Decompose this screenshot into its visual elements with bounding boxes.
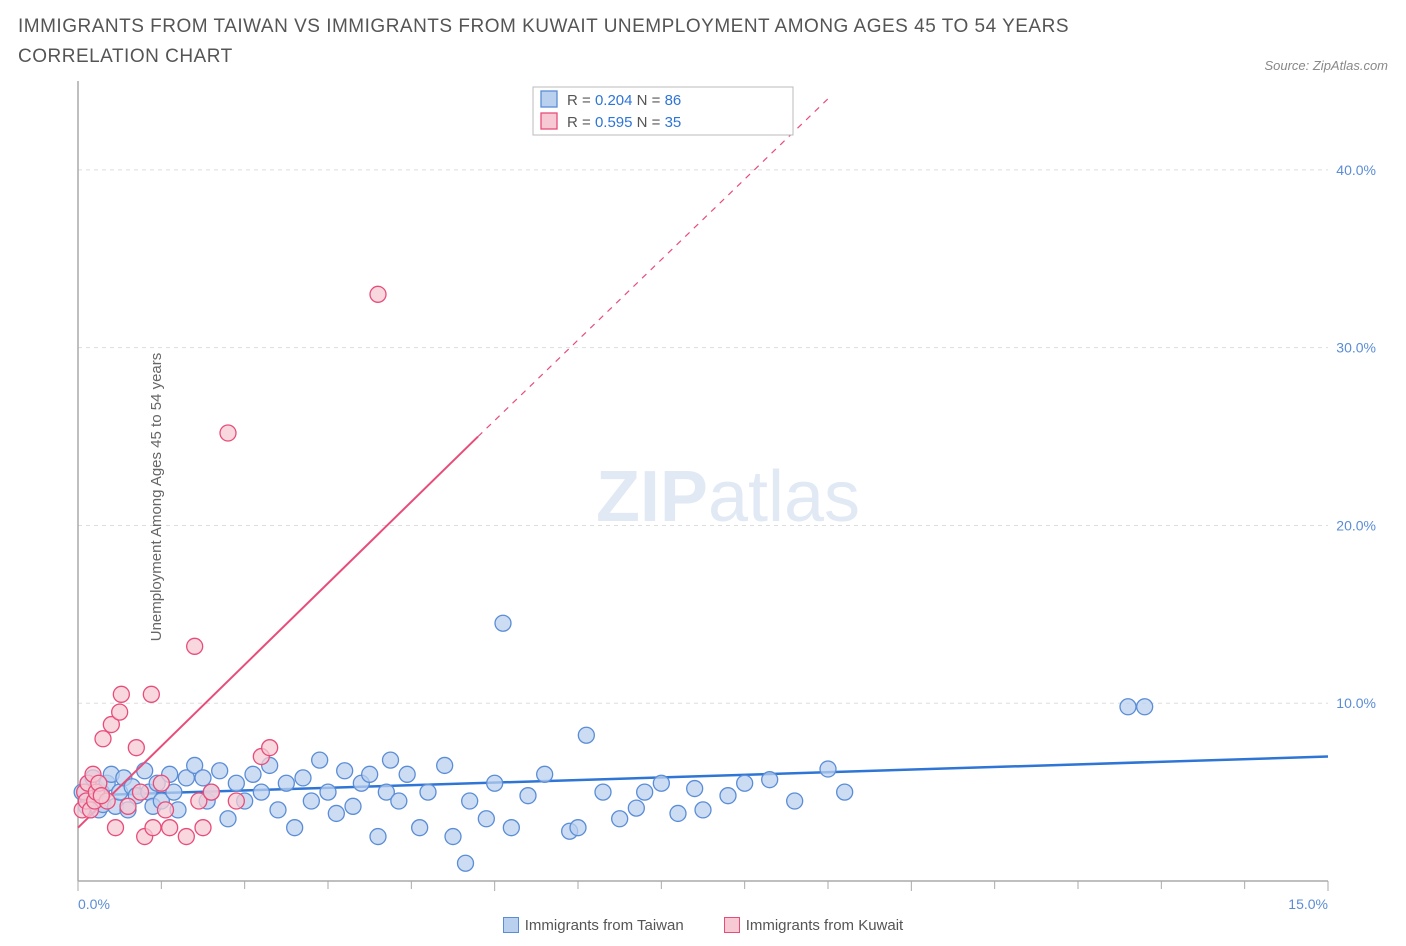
data-point bbox=[520, 787, 536, 803]
data-point bbox=[178, 828, 194, 844]
data-point bbox=[195, 770, 211, 786]
data-point bbox=[637, 784, 653, 800]
data-point bbox=[437, 757, 453, 773]
data-point bbox=[220, 811, 236, 827]
data-point bbox=[503, 819, 519, 835]
data-point bbox=[153, 775, 169, 791]
legend-swatch bbox=[503, 917, 519, 933]
data-point bbox=[612, 811, 628, 827]
y-axis-label: Unemployment Among Ages 45 to 54 years bbox=[148, 353, 165, 642]
data-point bbox=[628, 800, 644, 816]
data-point bbox=[478, 811, 494, 827]
data-point bbox=[458, 855, 474, 871]
scatter-chart: ZIPatlas 0.0% 15.0% 10.0% 20.0% 30.0% 40.0% R =… bbox=[18, 81, 1388, 913]
data-point bbox=[1120, 699, 1136, 715]
data-point bbox=[820, 761, 836, 777]
data-point bbox=[262, 739, 278, 755]
svg-text:R = 0.595 N = 35: R = 0.595 N = 35 bbox=[567, 114, 681, 131]
legend-item: Immigrants from Kuwait bbox=[724, 917, 904, 934]
data-point bbox=[162, 819, 178, 835]
data-point bbox=[337, 763, 353, 779]
data-point bbox=[687, 780, 703, 796]
trend-line bbox=[78, 436, 478, 827]
svg-text:30.0%: 30.0% bbox=[1336, 339, 1376, 355]
data-point bbox=[195, 819, 211, 835]
data-point bbox=[570, 819, 586, 835]
data-point bbox=[370, 286, 386, 302]
svg-text:20.0%: 20.0% bbox=[1336, 517, 1376, 533]
data-point bbox=[370, 828, 386, 844]
data-point bbox=[270, 802, 286, 818]
legend-swatch bbox=[724, 917, 740, 933]
data-point bbox=[653, 775, 669, 791]
data-point bbox=[228, 793, 244, 809]
data-point bbox=[328, 805, 344, 821]
data-point bbox=[670, 805, 686, 821]
data-point bbox=[362, 766, 378, 782]
source-label: Source: ZipAtlas.com bbox=[1264, 58, 1388, 73]
data-point bbox=[420, 784, 436, 800]
data-point bbox=[391, 793, 407, 809]
data-point bbox=[145, 819, 161, 835]
data-point bbox=[220, 425, 236, 441]
data-point bbox=[595, 784, 611, 800]
data-point bbox=[113, 686, 129, 702]
data-point bbox=[537, 766, 553, 782]
data-point bbox=[158, 802, 174, 818]
data-point bbox=[487, 775, 503, 791]
data-point bbox=[278, 775, 294, 791]
svg-text:15.0%: 15.0% bbox=[1288, 896, 1328, 912]
data-point bbox=[137, 763, 153, 779]
svg-text:ZIPatlas: ZIPatlas bbox=[596, 457, 860, 537]
data-point bbox=[762, 771, 778, 787]
data-point bbox=[303, 793, 319, 809]
svg-text:10.0%: 10.0% bbox=[1336, 695, 1376, 711]
data-point bbox=[287, 819, 303, 835]
data-point bbox=[695, 802, 711, 818]
data-point bbox=[133, 784, 149, 800]
data-point bbox=[1137, 699, 1153, 715]
data-point bbox=[203, 784, 219, 800]
data-point bbox=[253, 784, 269, 800]
svg-text:0.0%: 0.0% bbox=[78, 896, 110, 912]
data-point bbox=[720, 787, 736, 803]
bottom-legend: Immigrants from Taiwan Immigrants from Ku… bbox=[18, 917, 1388, 934]
legend-label: Immigrants from Taiwan bbox=[525, 917, 684, 934]
data-point bbox=[95, 731, 111, 747]
data-point bbox=[295, 770, 311, 786]
data-point bbox=[187, 638, 203, 654]
data-point bbox=[212, 763, 228, 779]
data-point bbox=[383, 752, 399, 768]
data-point bbox=[245, 766, 261, 782]
data-point bbox=[578, 727, 594, 743]
svg-text:R = 0.204 N = 86: R = 0.204 N = 86 bbox=[567, 92, 681, 109]
data-point bbox=[345, 798, 361, 814]
data-point bbox=[787, 793, 803, 809]
data-point bbox=[312, 752, 328, 768]
data-point bbox=[108, 819, 124, 835]
data-point bbox=[445, 828, 461, 844]
data-point bbox=[112, 704, 128, 720]
data-point bbox=[93, 787, 109, 803]
chart-container: Unemployment Among Ages 45 to 54 years Z… bbox=[18, 81, 1388, 913]
legend-label: Immigrants from Kuwait bbox=[746, 917, 904, 934]
data-point bbox=[143, 686, 159, 702]
data-point bbox=[737, 775, 753, 791]
data-point bbox=[495, 615, 511, 631]
chart-title: IMMIGRANTS FROM TAIWAN VS IMMIGRANTS FRO… bbox=[18, 12, 1118, 73]
data-point bbox=[120, 798, 136, 814]
trend-line-dash bbox=[478, 99, 828, 437]
data-point bbox=[128, 739, 144, 755]
data-point bbox=[412, 819, 428, 835]
data-point bbox=[462, 793, 478, 809]
data-point bbox=[228, 775, 244, 791]
legend-item: Immigrants from Taiwan bbox=[503, 917, 684, 934]
svg-text:40.0%: 40.0% bbox=[1336, 162, 1376, 178]
data-point bbox=[837, 784, 853, 800]
data-point bbox=[320, 784, 336, 800]
data-point bbox=[399, 766, 415, 782]
